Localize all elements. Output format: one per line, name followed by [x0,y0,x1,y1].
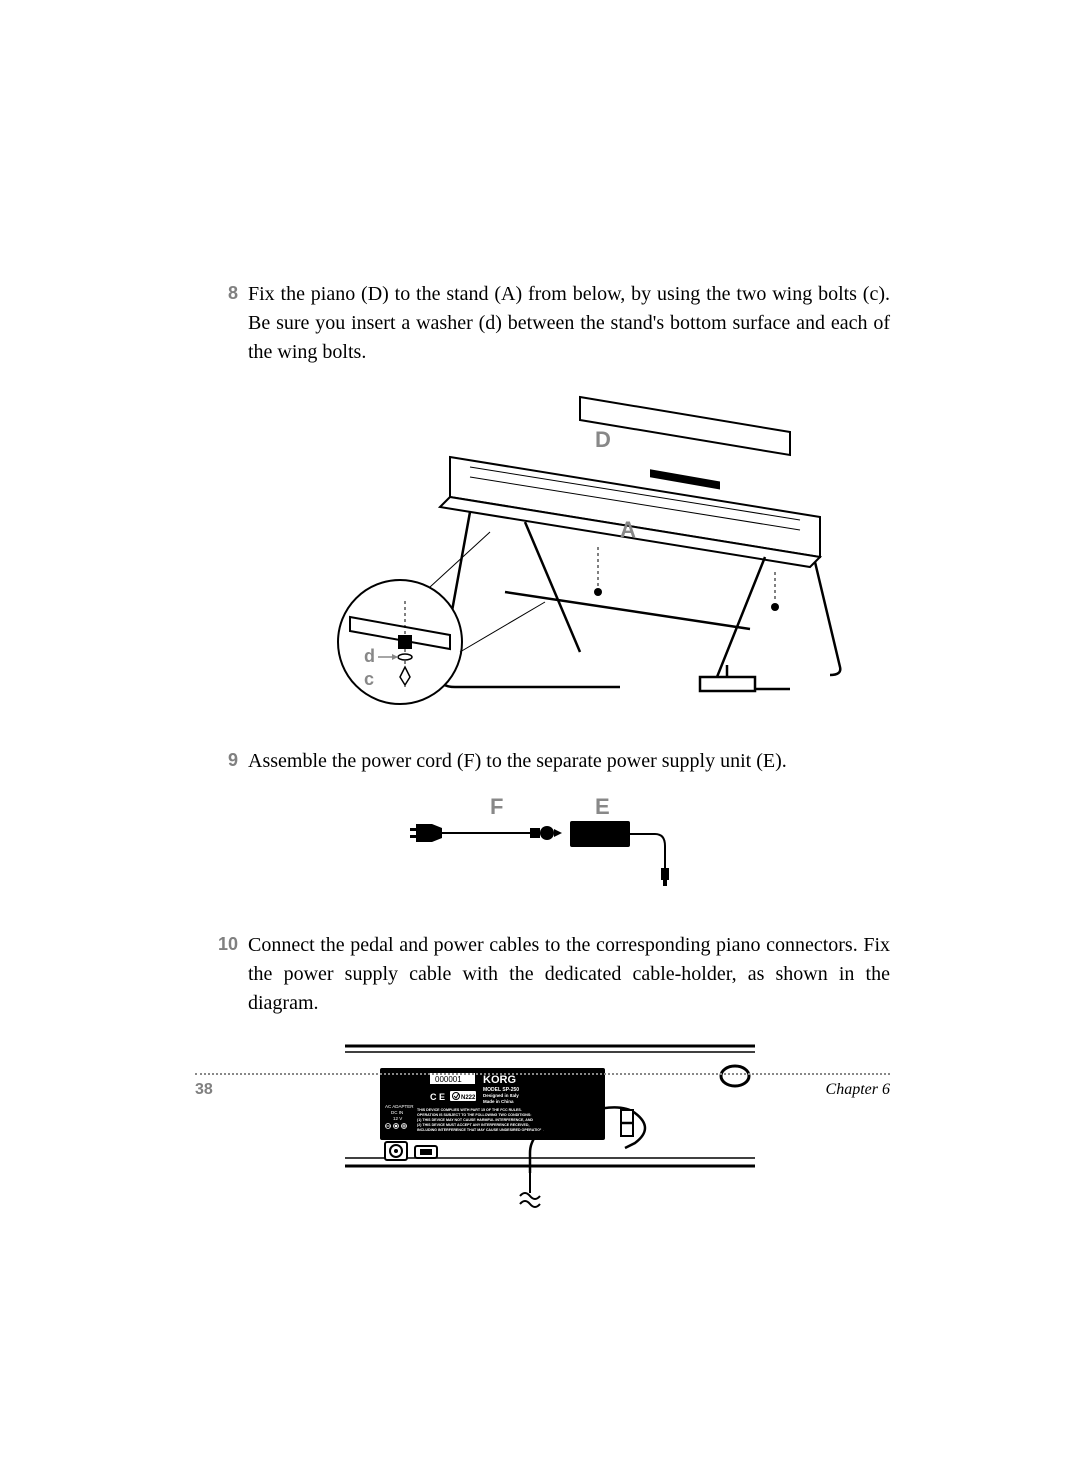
step-9-text: Assemble the power cord (F) to the separ… [248,747,890,776]
step-10: 10 Connect the pedal and power cables to… [210,931,890,1018]
page-footer: 38 Chapter 6 [195,1073,890,1099]
step-8-number: 8 [210,280,238,367]
label-d: d [364,646,375,666]
chapter-label: Chapter 6 [826,1081,890,1099]
label-D: D [595,427,611,452]
ac-text: AC ADAPTER [385,1104,414,1109]
fcc-2: OPERATION IS SUBJECT TO THE FOLLOWING TW… [417,1113,531,1117]
step-10-text: Connect the pedal and power cables to th… [248,931,890,1018]
page-number: 38 [195,1081,213,1099]
detail-inset: d c [338,532,545,704]
step-9-number: 9 [210,747,238,776]
dc-text: DC IN [391,1110,403,1115]
step-8: 8 Fix the piano (D) to the stand (A) fro… [210,280,890,367]
fcc-1: THIS DEVICE COMPLIES WITH PART 15 OF THE… [417,1108,522,1112]
step-10-number: 10 [210,931,238,1018]
page-container: 8 Fix the piano (D) to the stand (A) fro… [0,0,1080,1479]
volts-text: 12 V [393,1116,402,1121]
fcc-4: (2) THIS DEVICE MUST ACCEPT ANY INTERFER… [417,1123,529,1127]
label-c: c [364,669,374,689]
footer-divider [195,1073,890,1075]
fcc-3: (1) THIS DEVICE MAY NOT CAUSE HARMFUL IN… [417,1118,533,1122]
label-E: E [595,796,610,819]
power-cord-icon [410,824,562,842]
cable-break-icon [520,1173,540,1207]
diagram-back-panel: 000001 KORG MODEL SP-250 C E N222 Design… [335,1038,765,1218]
made-text: Made in China [483,1099,514,1104]
label-F: F [490,796,503,819]
step-8-text: Fix the piano (D) to the stand (A) from … [248,280,890,367]
pedal-jack [415,1146,437,1158]
power-adapter-icon [570,821,669,886]
step-9: 9 Assemble the power cord (F) to the sep… [210,747,890,776]
dc-jack [385,1142,407,1160]
label-A: A [620,517,636,542]
diagram-power-cord: F E [400,796,700,891]
fcc-5: INCLUDING INTERFERENCE THAT MAY CAUSE UN… [417,1128,544,1132]
diagram-piano-stand: D A [320,387,880,707]
